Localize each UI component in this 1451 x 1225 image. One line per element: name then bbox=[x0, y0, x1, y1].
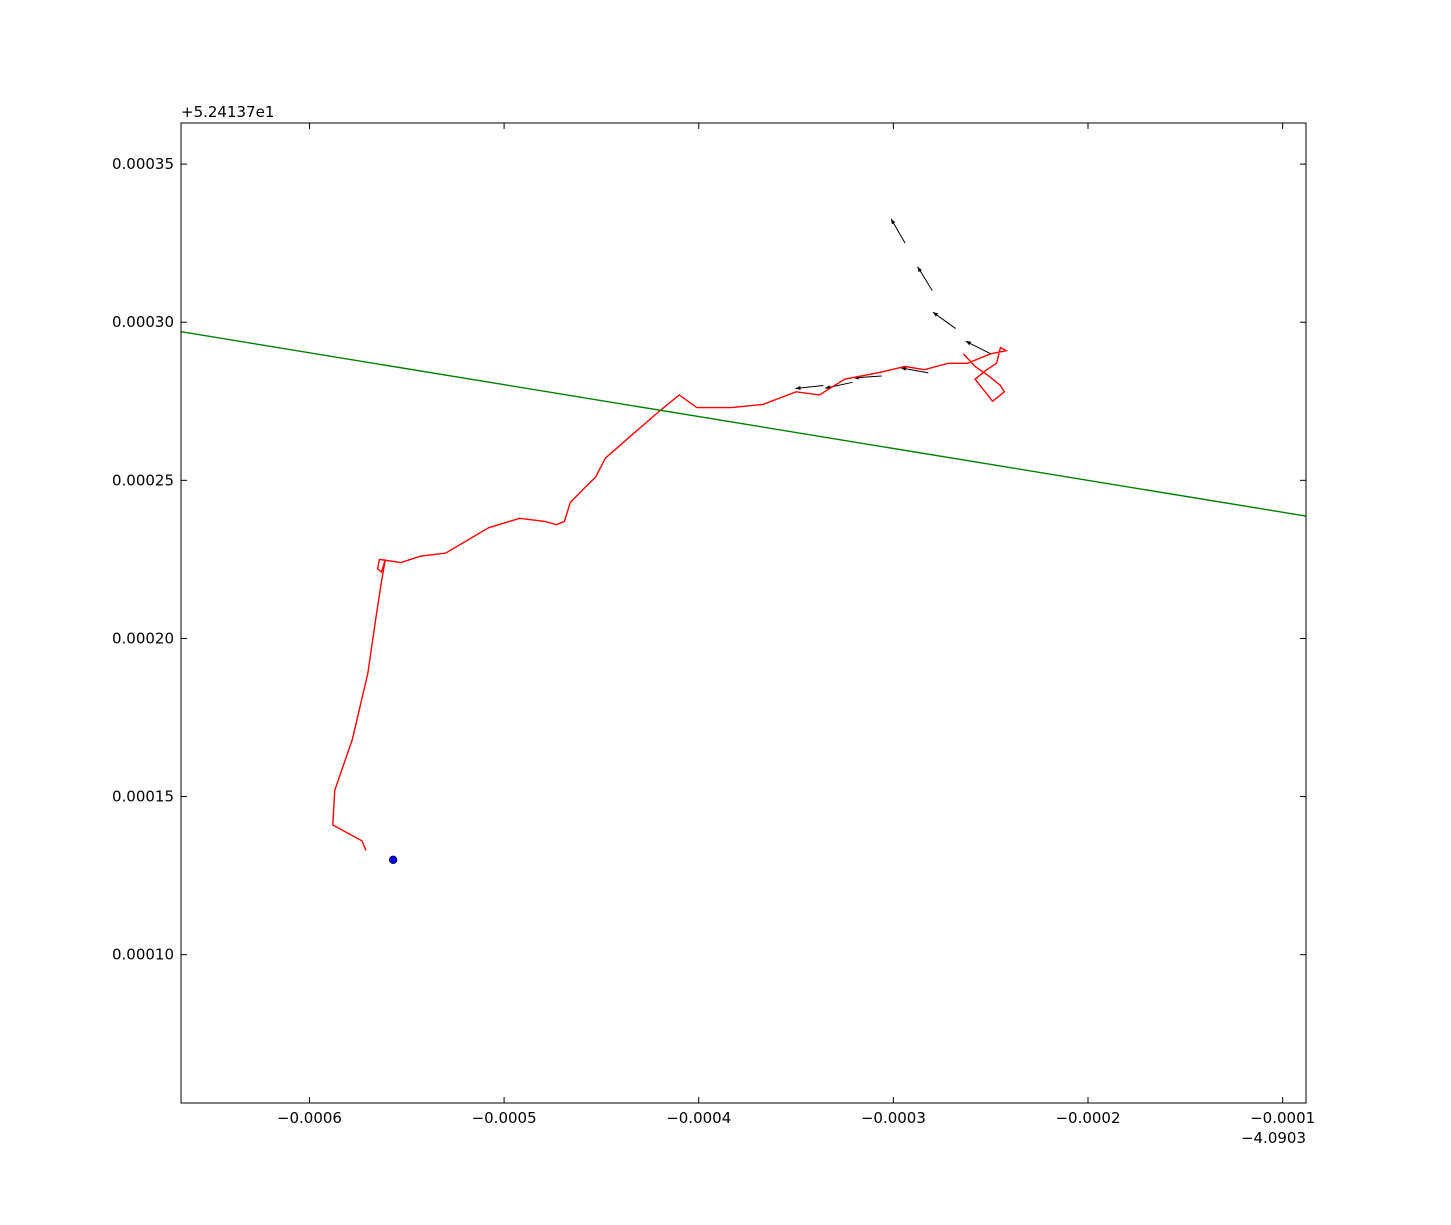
x-offset-label: −4.0903 bbox=[1241, 1129, 1306, 1147]
y-tick-label: 0.00035 bbox=[112, 155, 174, 173]
reference-line bbox=[181, 331, 1306, 517]
y-tick-label: 0.00025 bbox=[112, 471, 174, 489]
x-tick-label: −0.0001 bbox=[1250, 1109, 1315, 1127]
y-offset-label: +5.24137e1 bbox=[181, 103, 274, 121]
x-tick-label: −0.0004 bbox=[666, 1109, 731, 1127]
plot-frame bbox=[180, 122, 1307, 1104]
x-tick-label: −0.0003 bbox=[861, 1109, 926, 1127]
direction-arrowhead bbox=[891, 218, 896, 225]
y-tick-label: 0.00030 bbox=[112, 313, 174, 331]
x-axis: −0.0006 −0.0005 −0.0004 −0.0003 −0.0002 −0.00… bbox=[277, 123, 1315, 1127]
marker-point bbox=[388, 855, 398, 865]
y-axis: 0.00010 0.00015 0.00020 0.00025 0.00030 0.000… bbox=[112, 155, 1306, 964]
direction-arrowhead bbox=[917, 266, 922, 273]
plot-area bbox=[181, 218, 1306, 865]
direction-arrowhead bbox=[932, 312, 939, 317]
y-tick-label: 0.00020 bbox=[112, 629, 174, 647]
y-tick-label: 0.00015 bbox=[112, 788, 174, 806]
x-tick-label: −0.0006 bbox=[277, 1109, 342, 1127]
y-tick-label: 0.00010 bbox=[112, 946, 174, 964]
x-tick-label: −0.0005 bbox=[472, 1109, 537, 1127]
x-tick-label: −0.0002 bbox=[1055, 1109, 1120, 1127]
plot-background bbox=[181, 123, 1306, 1103]
direction-arrowhead bbox=[965, 341, 972, 346]
track-line bbox=[332, 346, 1009, 851]
direction-arrowhead bbox=[795, 385, 801, 390]
